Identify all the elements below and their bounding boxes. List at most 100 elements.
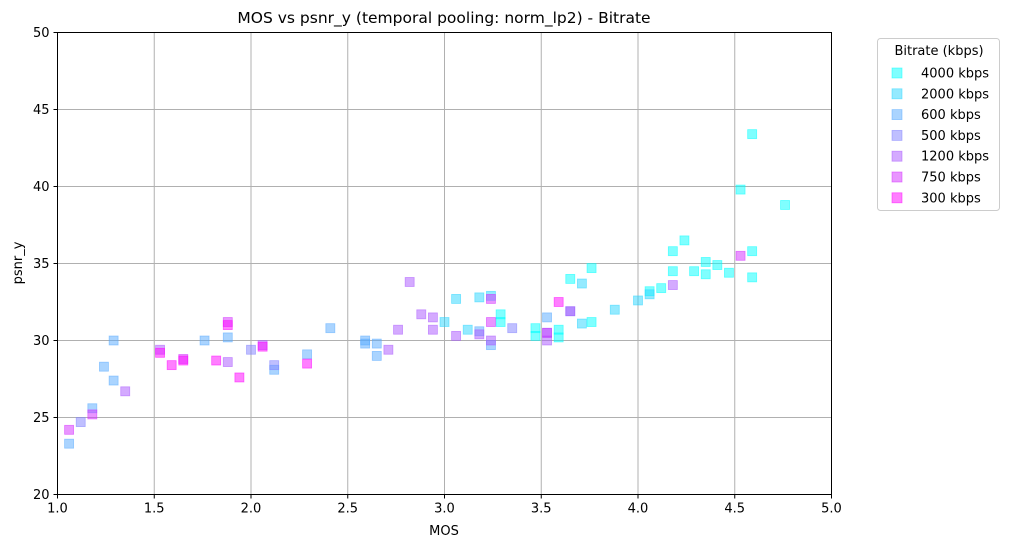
legend: Bitrate (kbps) 4000 kbps 2000 kbps 600 kbp…	[877, 38, 1000, 211]
legend-marker	[891, 109, 903, 120]
data-point	[644, 289, 655, 300]
legend-title: Bitrate (kbps)	[894, 44, 983, 59]
data-point	[222, 320, 233, 331]
y-axis-label: psnr_y	[11, 241, 26, 284]
data-point	[679, 235, 690, 246]
data-point	[120, 386, 131, 397]
data-point	[199, 335, 210, 346]
data-point	[700, 257, 711, 267]
x-tick-label: 1.5	[144, 502, 165, 517]
data-point	[108, 335, 119, 346]
data-point	[486, 317, 496, 327]
legend-marker	[891, 129, 903, 141]
y-tick-label: 35	[33, 257, 50, 272]
data-point	[427, 324, 438, 335]
data-point	[393, 324, 403, 335]
data-point	[451, 330, 462, 341]
data-point	[553, 332, 564, 343]
data-point	[530, 330, 541, 341]
data-point	[495, 317, 506, 327]
data-point	[586, 317, 597, 327]
data-point	[747, 129, 758, 140]
data-point	[724, 267, 734, 278]
data-point	[75, 417, 86, 428]
data-point	[64, 438, 75, 449]
data-point	[712, 260, 723, 270]
data-point	[689, 266, 700, 277]
data-point	[222, 332, 233, 343]
data-point	[211, 355, 222, 366]
data-point	[302, 358, 313, 369]
series-2000-kbps	[439, 278, 655, 335]
legend-entry-label: 500 kbps	[921, 129, 981, 144]
y-tick-label: 25	[33, 411, 50, 426]
data-point	[507, 323, 518, 334]
data-point	[633, 295, 643, 306]
data-point	[700, 269, 711, 280]
legend-items: 4000 kbps 2000 kbps 600 kbps 500 kbps 1200 k…	[891, 67, 989, 206]
legend-marker	[891, 192, 903, 204]
x-tick-label: 4.5	[724, 502, 745, 517]
data-point	[427, 312, 438, 323]
legend-marker	[891, 150, 903, 162]
legend-entry-label: 600 kbps	[921, 108, 981, 123]
data-point	[462, 324, 473, 335]
data-point	[565, 273, 576, 284]
series-1200-kbps	[120, 277, 678, 397]
chart-title: MOS vs psnr_y (temporal pooling: norm_lp…	[237, 9, 650, 28]
data-point	[64, 424, 75, 435]
x-tick-label: 2.5	[337, 502, 358, 517]
data-point	[108, 375, 119, 386]
data-point	[586, 263, 597, 274]
data-point	[667, 246, 678, 257]
data-point	[166, 360, 177, 371]
data-point	[553, 297, 564, 307]
x-tick-label: 1.0	[47, 502, 68, 517]
data-point	[99, 361, 109, 372]
data-point	[371, 338, 382, 349]
data-point	[735, 250, 746, 261]
data-point	[257, 341, 268, 352]
y-tick-label: 45	[33, 103, 50, 118]
legend-marker	[891, 88, 903, 100]
data-point	[667, 280, 678, 290]
legend-entry-label: 300 kbps	[921, 191, 981, 206]
data-point	[155, 347, 165, 358]
y-tick-label: 30	[33, 334, 50, 349]
data-point	[576, 318, 587, 329]
x-axis-label: MOS	[429, 524, 459, 539]
data-point	[609, 304, 620, 315]
y-tick-label: 40	[33, 180, 50, 195]
y-tick-label: 50	[33, 26, 50, 41]
data-point	[747, 246, 758, 257]
data-point	[747, 272, 758, 283]
data-point	[451, 294, 462, 304]
data-point	[383, 344, 394, 355]
data-point	[565, 306, 576, 317]
data-point	[474, 329, 485, 340]
data-point	[234, 372, 245, 383]
x-tick-label: 3.5	[531, 502, 552, 517]
data-point	[269, 360, 280, 371]
data-points	[64, 129, 790, 449]
legend-entry-label: 1200 kbps	[921, 150, 989, 165]
data-point	[656, 283, 667, 294]
data-point	[486, 294, 496, 304]
data-point	[780, 200, 790, 210]
legend-entry-label: 750 kbps	[921, 171, 981, 186]
legend-entry-label: 4000 kbps	[921, 67, 989, 82]
data-point	[360, 338, 371, 349]
data-point	[222, 357, 233, 367]
data-point	[371, 350, 382, 361]
data-point	[667, 266, 678, 277]
legend-marker	[891, 67, 903, 79]
data-point	[416, 309, 427, 320]
data-point	[87, 409, 98, 420]
data-point	[735, 184, 746, 195]
data-point	[178, 355, 189, 366]
axis-ticks: 1.0 1.5 2.0 2.5 3.0 3.5 4.0 4.5 5.0 20 25 30 35 40 45 5…	[33, 26, 842, 517]
data-point	[246, 344, 256, 355]
data-point	[486, 335, 496, 346]
x-tick-label: 3.0	[434, 502, 455, 517]
